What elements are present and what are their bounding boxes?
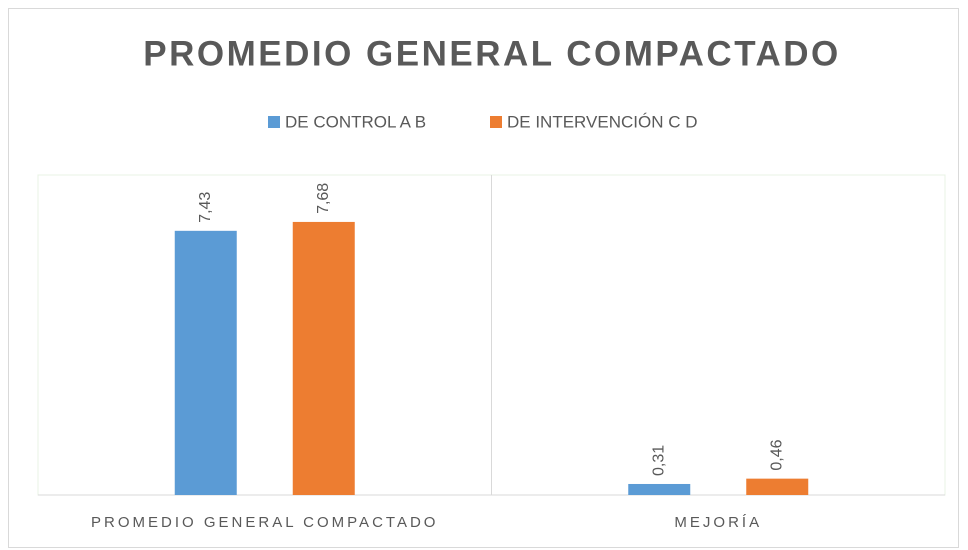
legend-label: DE INTERVENCIÓN C D [507, 112, 698, 131]
data-label: 7,43 [197, 192, 214, 223]
x-tick-label: PROMEDIO GENERAL COMPACTADO [91, 514, 438, 531]
bar [628, 483, 691, 495]
bar [292, 221, 355, 495]
data-label: 0,46 [768, 439, 785, 470]
bar [174, 230, 237, 496]
data-label: 0,31 [650, 445, 667, 476]
legend-swatch [268, 116, 280, 128]
chart-border [8, 8, 959, 548]
bar [746, 478, 809, 495]
chart-title: PROMEDIO GENERAL COMPACTADO [143, 34, 841, 73]
x-tick-label: MEJORÍA [674, 514, 762, 531]
data-label: 7,68 [315, 183, 332, 214]
legend-label: DE CONTROL A B [285, 112, 426, 131]
legend-swatch [490, 116, 502, 128]
